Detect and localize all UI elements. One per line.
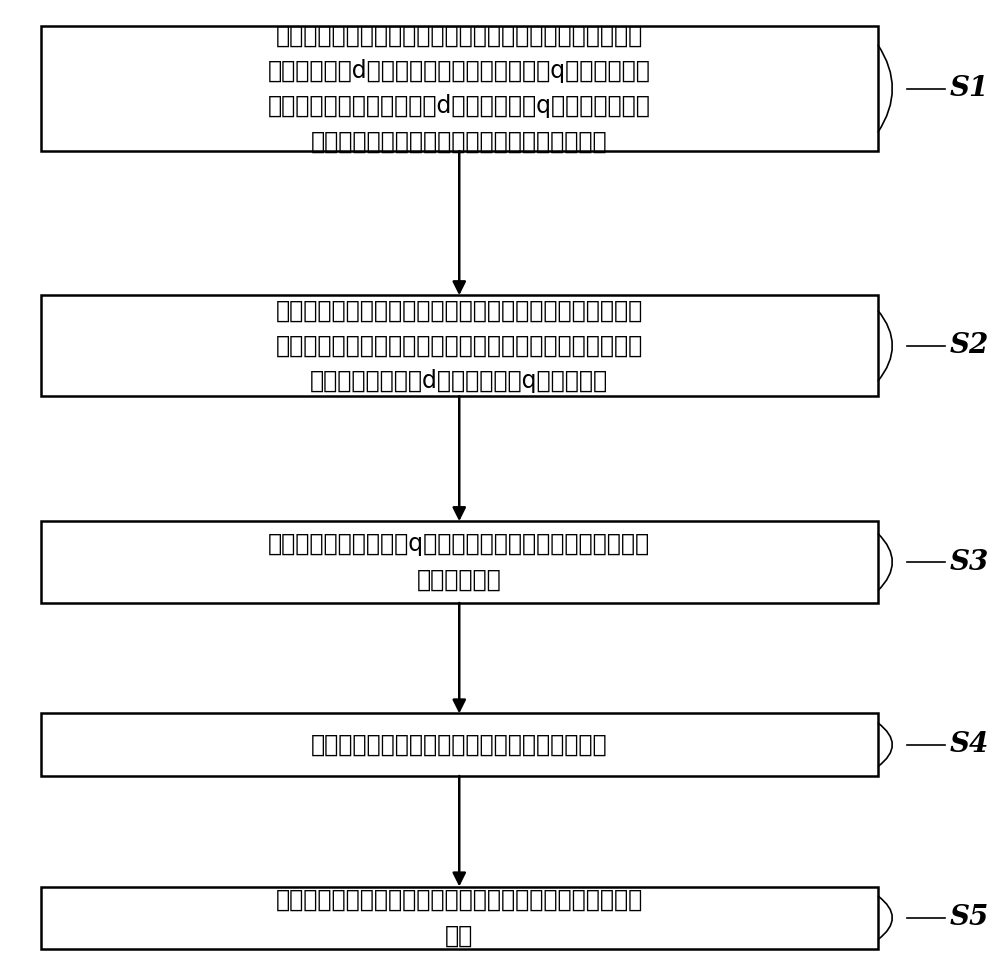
Text: 获取所述频域信号中幅值最大的谐波系数的频率: 获取所述频域信号中幅值最大的谐波系数的频率 [311, 733, 608, 757]
Text: 控制所述电机以预设给定速度运转，向所述坐标转换器发送
电流值为零的d轴参考电流，及预设电流值的q轴参考电流，
以供所述坐标转换器将所述d轴参考电流和q轴参考电流: 控制所述电机以预设给定速度运转，向所述坐标转换器发送 电流值为零的d轴参考电流，… [268, 24, 651, 154]
Text: S2: S2 [950, 332, 989, 360]
FancyBboxPatch shape [41, 713, 878, 776]
FancyBboxPatch shape [41, 26, 878, 151]
Text: 将预设采样点数的所述q轴工作电流进行时域至频域转换，以
生成频域信号: 将预设采样点数的所述q轴工作电流进行时域至频域转换，以 生成频域信号 [268, 532, 650, 592]
FancyBboxPatch shape [41, 295, 878, 396]
FancyBboxPatch shape [41, 887, 878, 949]
Text: S3: S3 [950, 549, 989, 575]
Text: 控制所述电流采样单元以预设采样频率采集所述电机的三相
工作电流，并控制所述坐标转换器将采集的三相工作电流进
行坐标转换以生成d轴工作电流和q轴工作电流: 控制所述电流采样单元以预设采样频率采集所述电机的三相 工作电流，并控制所述坐标转… [276, 298, 643, 393]
Text: S4: S4 [950, 731, 989, 759]
FancyBboxPatch shape [41, 521, 878, 603]
Text: 根据所述频率及所述预设给定速度，计算出所述电机的磁极
对数: 根据所述频率及所述预设给定速度，计算出所述电机的磁极 对数 [276, 888, 643, 948]
Text: S5: S5 [950, 905, 989, 931]
Text: S1: S1 [950, 75, 989, 102]
